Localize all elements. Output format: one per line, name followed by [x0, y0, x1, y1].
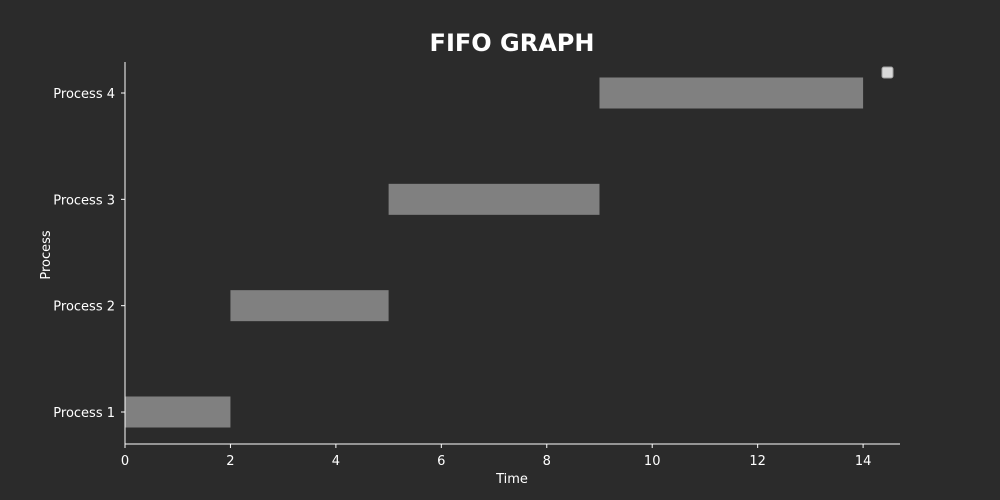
y-axis-label: Process: [39, 230, 54, 280]
x-tick-label: 10: [644, 454, 661, 469]
bar-process-2: [230, 290, 389, 322]
y-tick-label: Process 2: [53, 300, 115, 315]
bars-layer: [125, 77, 864, 428]
x-tick-label: 4: [332, 454, 340, 469]
bar-process-1: [125, 396, 231, 428]
y-tick-label: Process 4: [53, 87, 115, 102]
x-axis-label: Time: [495, 472, 528, 487]
x-ticks-layer: 0 2 4 6 8 10 12 14: [121, 444, 872, 469]
x-tick-label: 2: [226, 454, 234, 469]
bar-process-4: [599, 77, 864, 109]
y-ticks-layer: Process 1 Process 2 Process 3 Process 4: [53, 87, 125, 421]
chart-title: FIFO GRAPH: [430, 29, 595, 57]
bar-process-3: [388, 183, 600, 215]
x-tick-label: 6: [437, 454, 445, 469]
axes-layer: [124, 62, 900, 445]
y-tick-label: Process 1: [53, 406, 115, 421]
x-tick-label: 14: [855, 454, 872, 469]
legend-box[interactable]: [881, 66, 894, 79]
x-tick-label: 0: [121, 454, 129, 469]
x-tick-label: 12: [749, 454, 766, 469]
y-tick-label: Process 3: [53, 193, 115, 208]
x-tick-label: 8: [543, 454, 551, 469]
